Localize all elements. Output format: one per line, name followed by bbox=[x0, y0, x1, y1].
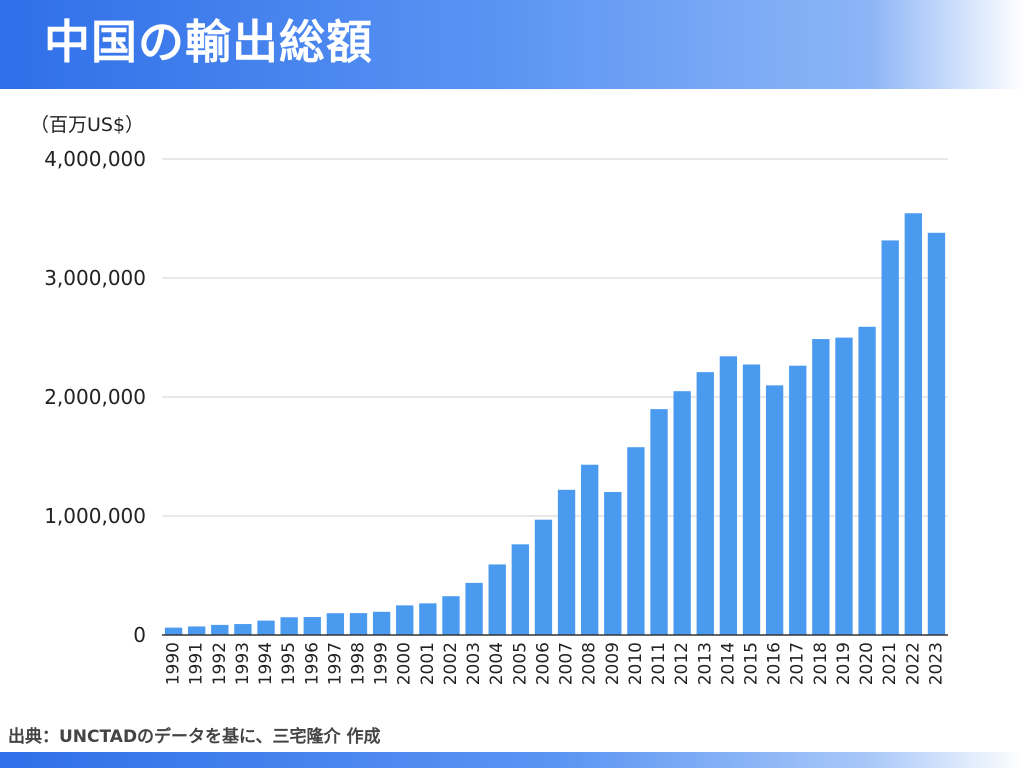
x-tick-label: 1994 bbox=[256, 642, 276, 685]
x-tick-label: 1997 bbox=[325, 642, 345, 685]
bar-2014 bbox=[719, 356, 738, 635]
bar-2012 bbox=[673, 391, 691, 635]
bar-1999 bbox=[372, 611, 391, 635]
x-tick-label: 2022 bbox=[903, 642, 923, 685]
x-tick-label: 2003 bbox=[464, 642, 484, 685]
bar-2004 bbox=[488, 564, 506, 635]
bar-1992 bbox=[211, 624, 229, 635]
x-tick-label: 2013 bbox=[695, 642, 715, 685]
x-tick-label: 2023 bbox=[926, 642, 946, 685]
x-tick-label: 1992 bbox=[210, 642, 230, 685]
bar-2020 bbox=[858, 326, 876, 635]
x-tick-label: 2006 bbox=[533, 642, 553, 685]
x-tick-label: 2010 bbox=[626, 642, 646, 685]
bar-2007 bbox=[557, 489, 576, 635]
bar-2011 bbox=[650, 409, 668, 635]
bar-1996 bbox=[303, 617, 321, 635]
bar-2005 bbox=[511, 544, 529, 635]
bar-1990 bbox=[164, 627, 183, 635]
x-tick-label: 2005 bbox=[510, 642, 530, 685]
x-tick-label: 1996 bbox=[302, 642, 322, 685]
x-tick-label: 2009 bbox=[603, 642, 623, 685]
x-tick-label: 2012 bbox=[672, 642, 692, 685]
y-tick-label: 3,000,000 bbox=[44, 266, 146, 290]
bar-1993 bbox=[234, 624, 252, 635]
x-tick-label: 2021 bbox=[880, 642, 900, 685]
bar-1994 bbox=[257, 620, 275, 635]
y-tick-label: 1,000,000 bbox=[44, 504, 146, 528]
x-tick-label: 1995 bbox=[279, 642, 299, 685]
bar-2008 bbox=[581, 464, 599, 635]
y-tick-label: 2,000,000 bbox=[44, 385, 146, 409]
bar-2019 bbox=[835, 337, 853, 635]
x-tick-label: 1993 bbox=[233, 642, 253, 685]
x-tick-label: 2004 bbox=[487, 642, 507, 685]
page-title: 中国の輸出総額 bbox=[44, 15, 373, 69]
bar-2003 bbox=[465, 582, 483, 635]
bar-2010 bbox=[627, 447, 645, 635]
x-tick-label: 2017 bbox=[788, 642, 808, 685]
bar-2018 bbox=[812, 339, 830, 635]
x-tick-label: 1998 bbox=[349, 642, 369, 685]
x-tick-label: 2007 bbox=[557, 642, 577, 685]
bar-2002 bbox=[442, 596, 460, 635]
header-band: 中国の輸出総額 bbox=[0, 0, 1024, 89]
source-note: 出典：UNCTADのデータを基に、三宅隆介 作成 bbox=[8, 727, 381, 747]
y-axis-ticks: 0 1,000,000 2,000,000 3,000,000 4,000,000 bbox=[44, 147, 146, 647]
x-tick-label: 2019 bbox=[834, 642, 854, 685]
bar-2021 bbox=[881, 240, 899, 635]
unit-label: （百万US$） bbox=[30, 114, 144, 136]
gridlines bbox=[162, 158, 948, 517]
bar-2017 bbox=[789, 365, 807, 635]
x-tick-label: 2000 bbox=[395, 642, 415, 685]
bar-2023 bbox=[927, 232, 946, 635]
x-tick-label: 1990 bbox=[164, 642, 184, 685]
bar-2015 bbox=[742, 364, 761, 635]
bar-2022 bbox=[904, 213, 922, 635]
bar-2009 bbox=[604, 491, 622, 635]
x-tick-label: 2018 bbox=[811, 642, 831, 685]
bar-1991 bbox=[188, 626, 206, 635]
bar-2001 bbox=[419, 603, 437, 635]
x-tick-label: 1991 bbox=[187, 642, 207, 685]
bar-2013 bbox=[696, 372, 714, 635]
x-tick-label: 2001 bbox=[418, 642, 438, 685]
x-tick-label: 2008 bbox=[580, 642, 600, 685]
x-tick-label: 2011 bbox=[649, 642, 669, 685]
x-tick-label: 2014 bbox=[718, 642, 738, 685]
footer-band bbox=[0, 752, 1024, 768]
bar-2016 bbox=[765, 385, 784, 635]
y-tick-label: 0 bbox=[133, 623, 146, 647]
bar-2006 bbox=[534, 519, 553, 635]
x-tick-label: 2016 bbox=[765, 642, 785, 685]
bar-1997 bbox=[326, 613, 345, 635]
bar-1995 bbox=[280, 617, 298, 635]
x-tick-label: 2015 bbox=[742, 642, 762, 685]
x-tick-label: 2020 bbox=[857, 642, 877, 685]
bars bbox=[164, 213, 946, 635]
x-axis-ticks: 1990 1991 1992 1993 1994 1995 1996 1997 1998 1999… bbox=[164, 642, 947, 685]
y-tick-label: 4,000,000 bbox=[44, 147, 146, 171]
bar-1998 bbox=[349, 613, 368, 635]
x-tick-label: 2002 bbox=[441, 642, 461, 685]
x-tick-label: 1999 bbox=[372, 642, 392, 685]
bar-2000 bbox=[396, 605, 414, 635]
